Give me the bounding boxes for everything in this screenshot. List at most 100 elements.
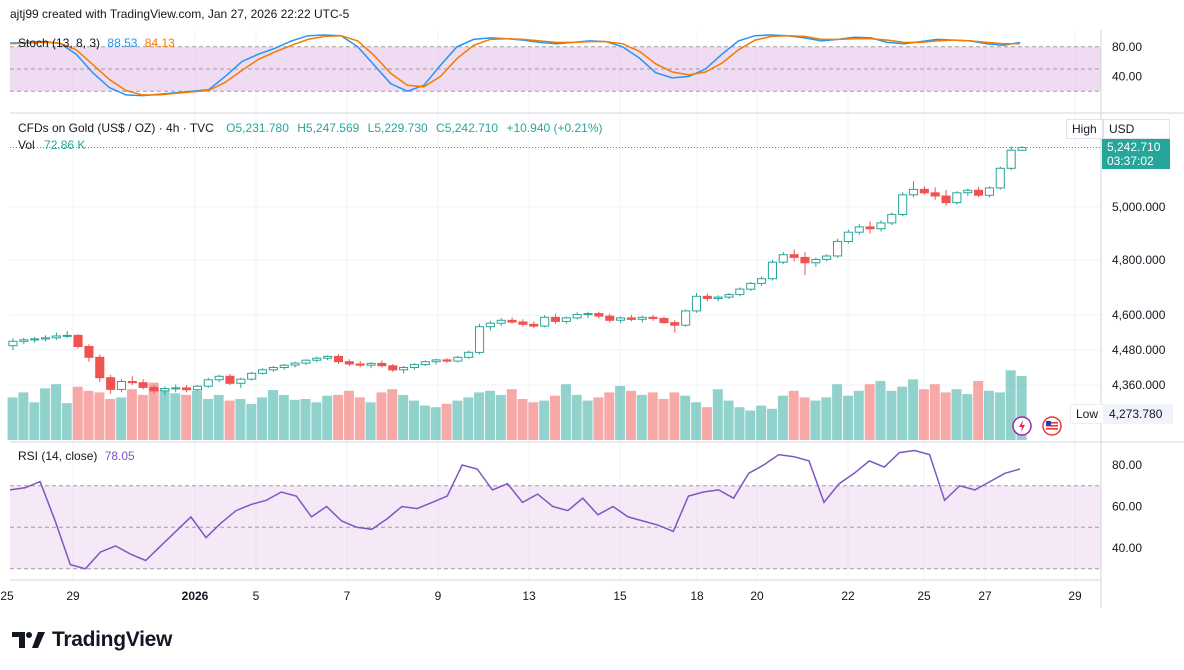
candle-body bbox=[800, 256, 810, 264]
candle-body bbox=[247, 372, 257, 380]
volume-bar bbox=[626, 390, 636, 440]
candle-body bbox=[1006, 149, 1016, 169]
candle-body bbox=[442, 359, 452, 362]
volume-bar bbox=[474, 392, 485, 440]
candle-body bbox=[854, 226, 864, 233]
volume-bar bbox=[398, 394, 409, 440]
volume-bar bbox=[712, 389, 723, 440]
candle-body bbox=[594, 313, 604, 317]
volume-bar bbox=[7, 397, 18, 440]
lightning-icon[interactable] bbox=[1011, 415, 1033, 437]
volume-bar bbox=[528, 402, 539, 440]
volume-bar bbox=[409, 400, 419, 440]
candle-body bbox=[377, 362, 387, 367]
volume-bar bbox=[137, 394, 148, 440]
high-button[interactable]: High bbox=[1066, 119, 1103, 139]
time-axis-label: 20 bbox=[750, 589, 764, 603]
currency-button[interactable]: USD bbox=[1103, 119, 1170, 139]
stoch-tick-label: 40.00 bbox=[1112, 69, 1142, 83]
ohlc-open: O5,231.780 bbox=[226, 121, 289, 135]
volume-bar bbox=[897, 386, 908, 440]
candle-body bbox=[767, 261, 778, 280]
price-tick-label: 5,000.000 bbox=[1112, 200, 1166, 214]
volume-bar bbox=[148, 382, 159, 440]
ohlc-low: L5,229.730 bbox=[367, 121, 428, 135]
candle-body bbox=[290, 362, 300, 366]
volume-bar bbox=[908, 379, 919, 440]
rsi-label: RSI (14, close) bbox=[18, 449, 98, 463]
volume-bar bbox=[289, 399, 300, 440]
symbol-title[interactable]: CFDs on Gold (US$ / OZ) · 4h · TVC bbox=[18, 121, 214, 135]
price-tick-label: 4,600.000 bbox=[1112, 308, 1166, 322]
volume-bar bbox=[799, 397, 810, 440]
volume-bar bbox=[213, 394, 224, 440]
candle-body bbox=[409, 364, 419, 369]
stoch-d-value: 84.13 bbox=[144, 36, 175, 50]
stoch-band bbox=[10, 46, 1101, 92]
volume-bar bbox=[343, 390, 354, 440]
candle-body bbox=[453, 356, 463, 362]
stoch-tick-label: 80.00 bbox=[1112, 40, 1142, 54]
candle-body bbox=[258, 369, 268, 374]
candle-body bbox=[225, 375, 235, 384]
candle-body bbox=[843, 231, 853, 242]
candle-body bbox=[778, 254, 788, 263]
chart-attribution: ajtj99 created with TradingView.com, Jan… bbox=[10, 7, 350, 21]
volume-bar bbox=[430, 407, 441, 440]
last-price-tag: 5,242.710 03:37:02 bbox=[1102, 139, 1170, 169]
rsi-tick-label: 60.00 bbox=[1112, 500, 1142, 514]
volume-bar bbox=[365, 402, 376, 440]
volume-bar bbox=[192, 390, 202, 440]
price-change: +10.940 (+0.21%) bbox=[506, 121, 603, 135]
candle-body bbox=[702, 295, 712, 299]
candle-body bbox=[626, 317, 637, 320]
candle-body bbox=[182, 387, 192, 391]
candle-body bbox=[344, 361, 354, 365]
volume-bar bbox=[984, 390, 994, 440]
volume-bar bbox=[886, 390, 897, 440]
time-axis-label: 9 bbox=[435, 589, 442, 603]
rsi-tick-label: 80.00 bbox=[1112, 458, 1142, 472]
volume-bar bbox=[257, 397, 268, 440]
us-flag-icon[interactable] bbox=[1041, 415, 1063, 437]
volume-bar bbox=[105, 399, 116, 440]
volume-bar bbox=[94, 392, 105, 440]
time-axis-label: 22 bbox=[841, 589, 855, 603]
volume-bar bbox=[962, 394, 973, 440]
volume-bar bbox=[940, 392, 951, 440]
candle-body bbox=[984, 187, 995, 196]
volume-bar bbox=[181, 394, 192, 440]
volume-bar bbox=[202, 399, 213, 440]
volume-bar bbox=[300, 399, 311, 440]
volume-bar bbox=[18, 392, 29, 440]
candle-body bbox=[312, 357, 322, 361]
volume-bar bbox=[1005, 370, 1016, 440]
candle-body bbox=[127, 381, 137, 384]
volume-bar bbox=[918, 389, 929, 440]
candle-body bbox=[41, 337, 51, 340]
tradingview-logo[interactable]: TradingView bbox=[12, 628, 172, 652]
low-button[interactable]: Low bbox=[1070, 404, 1105, 424]
stoch-label: Stoch (13, 8, 3) bbox=[18, 36, 101, 50]
candle-body bbox=[540, 316, 550, 327]
tradingview-logo-icon bbox=[12, 632, 45, 648]
candle-body bbox=[789, 254, 799, 258]
candle-body bbox=[301, 359, 311, 364]
candle-body bbox=[908, 188, 919, 196]
candle-body bbox=[171, 387, 181, 390]
candle-body bbox=[84, 346, 94, 358]
volume-legend: Vol 72.86 K bbox=[18, 138, 85, 152]
ohlc-close: C5,242.710 bbox=[436, 121, 499, 135]
volume-bar bbox=[333, 394, 344, 440]
candle-body bbox=[691, 295, 702, 312]
volume-bar bbox=[723, 400, 734, 440]
candle-body bbox=[366, 362, 376, 366]
candle-body bbox=[963, 189, 973, 194]
volume-bar bbox=[691, 402, 702, 440]
volume-bar bbox=[246, 403, 257, 440]
candle-body bbox=[550, 316, 561, 322]
candle-body bbox=[8, 340, 18, 347]
candle-body bbox=[19, 339, 29, 342]
time-axis-label: 25 bbox=[917, 589, 931, 603]
